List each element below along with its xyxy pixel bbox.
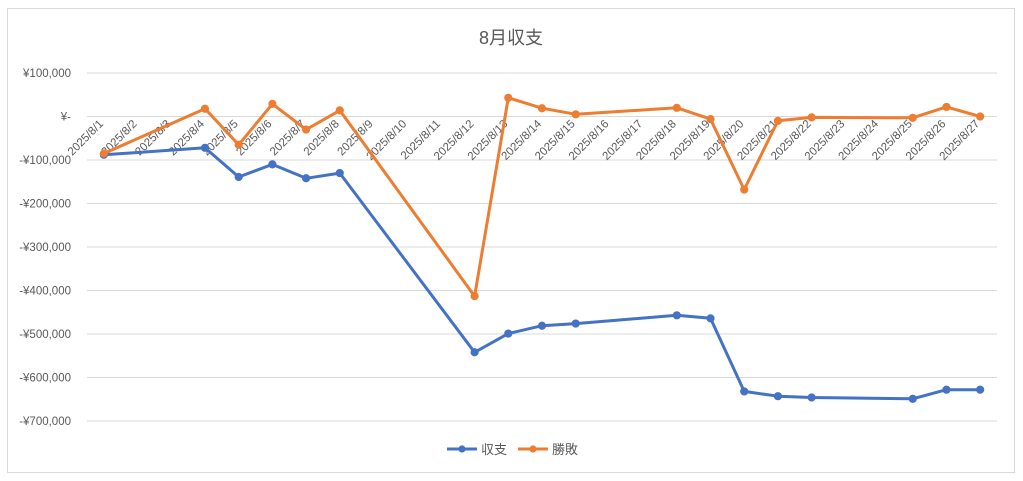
y-tick-label: -¥200,000 bbox=[19, 199, 71, 211]
data-point bbox=[976, 385, 985, 394]
data-point bbox=[470, 348, 479, 357]
data-point bbox=[908, 113, 917, 122]
data-point bbox=[807, 393, 816, 402]
data-point bbox=[268, 160, 277, 169]
data-point bbox=[335, 168, 344, 178]
data-point bbox=[706, 115, 715, 124]
data-point bbox=[942, 385, 951, 394]
data-point bbox=[234, 140, 243, 149]
data-point bbox=[504, 93, 513, 102]
data-point bbox=[537, 321, 547, 330]
series-line bbox=[103, 96, 981, 298]
data-point bbox=[740, 185, 749, 194]
y-axis-ticks: ¥100,000 ¥- -¥100,000 -¥200,000 -¥300,000 -¥4… bbox=[19, 68, 71, 428]
data-point bbox=[672, 103, 681, 112]
data-point bbox=[301, 174, 311, 183]
data-point bbox=[571, 110, 580, 119]
legend-label: 勝敗 bbox=[552, 442, 578, 457]
data-point bbox=[335, 106, 344, 115]
gridlines bbox=[87, 72, 997, 422]
data-point bbox=[976, 112, 985, 121]
y-tick-label: -¥700,000 bbox=[19, 416, 71, 428]
y-tick-label: ¥- bbox=[60, 112, 71, 124]
legend-label: 収支 bbox=[481, 442, 507, 457]
series-line bbox=[103, 146, 981, 401]
data-point bbox=[706, 314, 715, 323]
chart-title: 8月収支 bbox=[479, 28, 543, 48]
data-point bbox=[537, 104, 547, 113]
y-tick-label: ¥100,000 bbox=[22, 68, 71, 80]
data-point bbox=[571, 319, 580, 328]
y-tick-label: -¥500,000 bbox=[19, 329, 71, 341]
x-tick-label: 2025/8/8 bbox=[302, 118, 342, 158]
data-point bbox=[200, 104, 210, 113]
y-tick-label: -¥600,000 bbox=[19, 373, 71, 385]
data-point bbox=[773, 116, 783, 125]
data-point bbox=[807, 113, 816, 122]
series-lines bbox=[99, 93, 985, 403]
chart-frame bbox=[7, 8, 1015, 473]
data-point bbox=[908, 394, 917, 403]
data-point bbox=[234, 172, 243, 182]
data-point bbox=[99, 149, 108, 158]
data-point bbox=[504, 329, 513, 338]
data-point bbox=[200, 143, 210, 152]
x-axis-ticks: 2025/8/12025/8/22025/8/32025/8/42025/8/5… bbox=[66, 118, 982, 163]
legend-marker bbox=[529, 445, 537, 453]
data-point bbox=[773, 392, 783, 401]
data-point bbox=[470, 292, 479, 301]
x-tick-label: 2025/8/7 bbox=[268, 118, 308, 158]
data-point bbox=[268, 99, 277, 108]
data-point bbox=[301, 125, 311, 134]
data-point bbox=[672, 311, 681, 320]
data-point bbox=[942, 102, 951, 112]
legend: 収支 勝敗 bbox=[447, 442, 578, 457]
y-tick-label: -¥400,000 bbox=[19, 286, 71, 298]
y-tick-label: -¥300,000 bbox=[19, 242, 71, 254]
legend-marker bbox=[458, 445, 466, 453]
data-point bbox=[740, 387, 749, 396]
y-tick-label: -¥100,000 bbox=[19, 155, 71, 167]
